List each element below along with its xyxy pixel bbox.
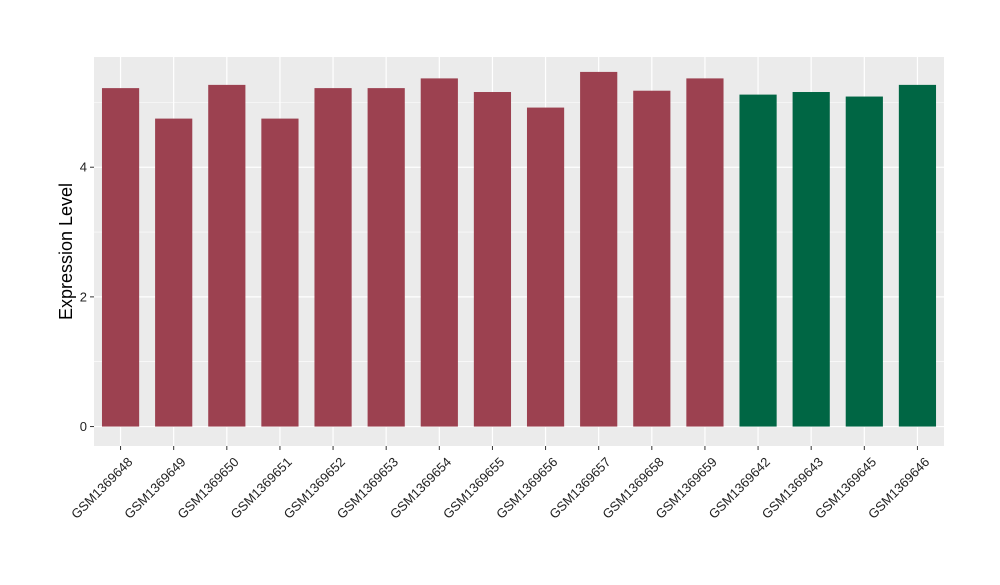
bar-GSM1369655 [473, 92, 512, 427]
bar-GSM1369656 [526, 107, 565, 427]
y-tick-label: 2 [80, 289, 87, 304]
bar-GSM1369649 [155, 118, 193, 427]
bar-GSM1369642 [739, 94, 777, 427]
bar-GSM1369651 [261, 118, 299, 427]
bars [101, 71, 937, 427]
y-tick-label: 0 [80, 419, 87, 434]
y-tick-label: 4 [80, 160, 87, 175]
bar-GSM1369648 [101, 88, 140, 427]
bar-GSM1369650 [208, 84, 246, 427]
bar-GSM1369654 [420, 78, 458, 427]
bar-GSM1369658 [633, 90, 671, 427]
bar-GSM1369657 [580, 71, 618, 427]
bar-GSM1369652 [314, 88, 352, 427]
y-axis-title: Expression Level [56, 183, 76, 320]
bar-GSM1369653 [367, 88, 405, 427]
bar-GSM1369643 [792, 92, 830, 427]
bar-GSM1369645 [845, 96, 883, 427]
bar-GSM1369659 [686, 78, 724, 427]
bar-GSM1369646 [898, 84, 937, 427]
